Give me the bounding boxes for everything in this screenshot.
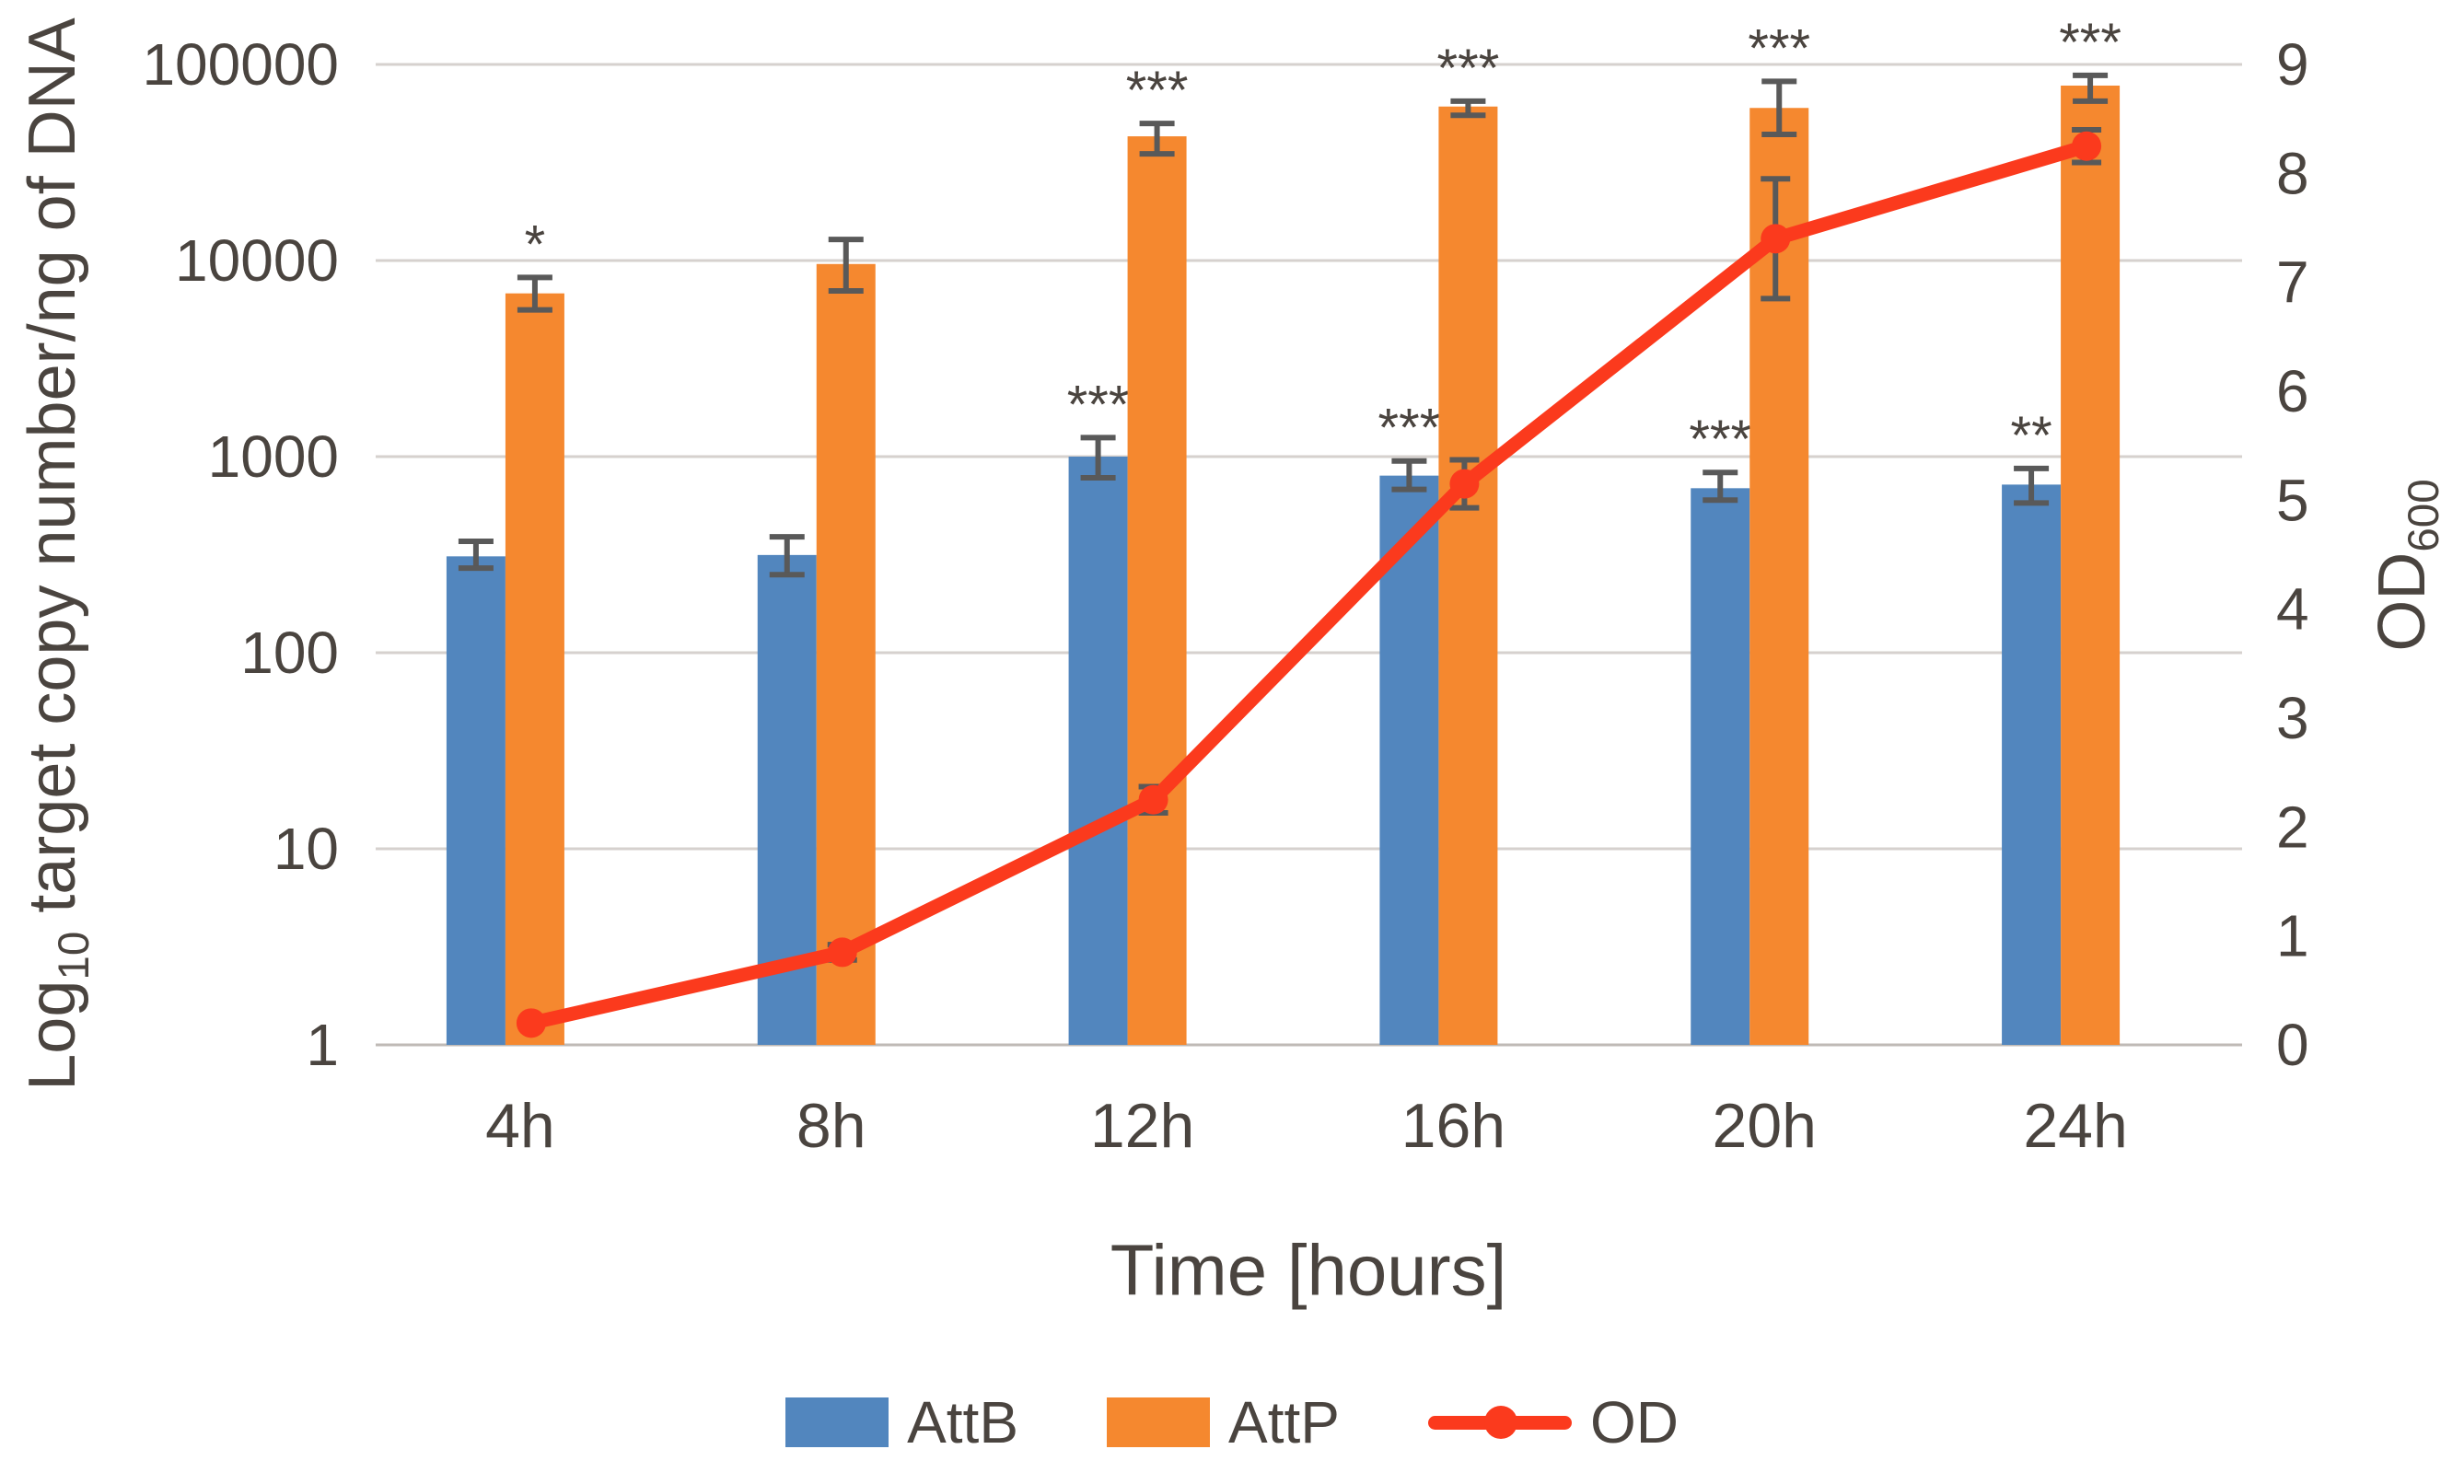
legend-item-attp: AttP: [1107, 1388, 1340, 1456]
significance-marker: ***: [1437, 39, 1500, 99]
od-point-12h: [1138, 784, 1168, 815]
right-axis-tick: 1: [2276, 903, 2309, 969]
left-axis-tick: 100000: [142, 31, 339, 98]
right-axis-tick: 0: [2276, 1012, 2309, 1078]
bar-attb-12h: [1068, 457, 1128, 1045]
significance-marker: **: [2011, 406, 2052, 466]
significance-marker: ***: [1689, 410, 1751, 470]
attb-swatch: [785, 1397, 889, 1447]
left-axis-tick: 10: [273, 816, 339, 882]
legend-label-attp: AttP: [1228, 1389, 1340, 1455]
legend-label-od: OD: [1589, 1389, 1679, 1455]
right-axis-title-subscript: 600: [2400, 479, 2449, 552]
bar-attp-24h: [2061, 85, 2121, 1045]
legend-item-attb: AttB: [785, 1388, 1018, 1456]
left-axis-title-rest: target copy number/ng of DNA: [15, 17, 89, 932]
right-axis-title: OD600: [2365, 479, 2449, 651]
right-axis-tick: 8: [2276, 140, 2309, 206]
left-axis-tick: 1: [306, 1012, 339, 1078]
od-point-4h: [516, 1008, 546, 1038]
od-point-8h: [827, 937, 857, 968]
left-axis-title-subscript: 10: [50, 931, 99, 980]
left-axis-title-text: Log: [15, 980, 89, 1091]
left-axis-title: Log10 target copy number/ng of DNA: [15, 17, 99, 1091]
x-axis-tick: 12h: [1090, 1091, 1194, 1161]
right-axis-title-text: OD: [2365, 551, 2439, 652]
legend-item-od: OD: [1427, 1388, 1679, 1456]
left-axis-tick: 1000: [208, 423, 339, 490]
bar-attb-20h: [1691, 488, 1750, 1045]
right-axis-tick: 7: [2276, 249, 2309, 316]
x-axis-tick: 8h: [796, 1091, 866, 1161]
bar-attp-16h: [1438, 106, 1498, 1046]
bar-attp-8h: [816, 263, 876, 1045]
od-point-20h: [1761, 224, 1791, 254]
right-axis-tick: 5: [2276, 467, 2309, 533]
x-axis-tick: 24h: [2023, 1091, 2127, 1161]
right-axis-tick: 9: [2276, 31, 2309, 98]
od-point-16h: [1449, 469, 1480, 499]
left-axis-tick: 10000: [175, 227, 339, 294]
x-axis-tick: 16h: [1401, 1091, 1505, 1161]
x-axis-tick: 4h: [485, 1091, 555, 1161]
bar-attp-20h: [1749, 108, 1809, 1045]
left-axis-tick: 100: [240, 620, 339, 686]
right-axis-tick: 2: [2276, 794, 2309, 860]
bar-attb-4h: [446, 556, 506, 1045]
legend-label-attb: AttB: [907, 1389, 1018, 1455]
od-line: [524, 139, 2094, 1030]
significance-marker: ***: [1378, 399, 1441, 458]
od-swatch: [1427, 1404, 1572, 1441]
od-swatch-dot: [1483, 1406, 1517, 1439]
significance-marker: ***: [1126, 61, 1189, 121]
bar-attp-4h: [505, 293, 564, 1045]
significance-marker: ***: [1067, 375, 1130, 435]
bar-attb-16h: [1379, 475, 1439, 1045]
bar-attb-24h: [2002, 484, 2062, 1045]
right-axis-tick: 3: [2276, 685, 2309, 751]
bar-attp-12h: [1127, 136, 1187, 1045]
od-point-24h: [2072, 131, 2102, 161]
x-axis-tick: 20h: [1713, 1091, 1817, 1161]
significance-marker: ***: [1748, 18, 1810, 78]
significance-marker: ***: [2059, 13, 2121, 73]
significance-marker: *: [525, 214, 546, 274]
right-axis-tick: 4: [2276, 576, 2309, 643]
attp-swatch: [1107, 1397, 1210, 1447]
right-axis-tick: 6: [2276, 358, 2309, 424]
chart-legend: AttB AttP OD: [0, 1381, 2464, 1464]
x-axis-title: Time [hours]: [1110, 1229, 1507, 1311]
